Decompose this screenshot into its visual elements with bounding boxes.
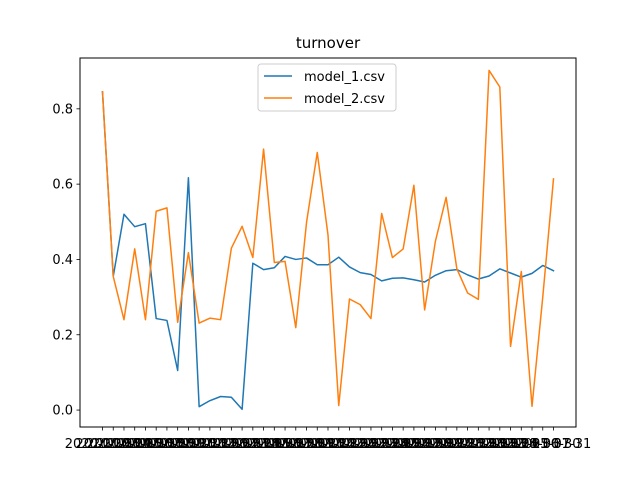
x-tick-label: 2020-05-31 xyxy=(108,437,184,452)
plot-frame xyxy=(79,57,577,428)
legend-label-2: model_2.csv xyxy=(304,92,385,107)
x-tick-label: 2023-04-30 xyxy=(484,437,560,452)
x-tick-label: 2020-06-30 xyxy=(118,437,194,452)
x-tick-label: 2020-03-31 xyxy=(86,437,162,452)
x-tick-label: 2022-02-28 xyxy=(333,437,409,452)
x-tick-label: 2023-03-31 xyxy=(473,437,549,452)
x-tick-label: 2022-09-30 xyxy=(408,437,484,452)
x-tick-label: 2020-12-31 xyxy=(183,437,259,452)
x-tick-label: 2021-08-31 xyxy=(269,437,345,452)
x-tick-label: 2022-11-30 xyxy=(430,437,506,452)
x-tick-label: 2023-07-31 xyxy=(516,437,592,452)
x-tick-label: 2020-01-31 xyxy=(65,437,141,452)
x-tick-label: 2022-01-31 xyxy=(322,437,398,452)
y-axis: 0.0 0.2 0.4 0.6 0.8 xyxy=(52,102,80,419)
x-tick-label: 2022-08-31 xyxy=(398,437,474,452)
y-tick-label: 0.8 xyxy=(52,102,73,117)
x-tick-label: 2023-01-31 xyxy=(451,437,527,452)
x-tick-label: 2021-04-30 xyxy=(226,437,302,452)
legend-label-1: model_1.csv xyxy=(304,70,385,85)
x-tick-label: 2021-03-31 xyxy=(215,437,291,452)
x-tick-label: 2020-02-29 xyxy=(75,437,151,452)
x-tick-label: 2022-07-31 xyxy=(387,437,463,452)
x-tick-label: 2022-05-31 xyxy=(365,437,441,452)
legend-box xyxy=(257,63,397,112)
x-tick-label: 2021-09-30 xyxy=(279,437,355,452)
x-tick-label: 2022-04-30 xyxy=(355,437,431,452)
series-line-1 xyxy=(101,91,555,411)
x-axis: 2020-01-312020-02-292020-03-312020-04-30… xyxy=(65,427,592,452)
y-tick-label: 0.4 xyxy=(52,253,73,268)
y-tick-label: 0.6 xyxy=(52,178,73,193)
x-tick-label: 2021-07-31 xyxy=(258,437,334,452)
x-tick-label: 2020-08-31 xyxy=(140,437,216,452)
x-tick-label: 2021-02-28 xyxy=(204,437,280,452)
chart-title: turnover xyxy=(296,34,361,52)
x-tick-label: 2021-10-31 xyxy=(290,437,366,452)
x-tick-label: 2021-01-31 xyxy=(194,437,270,452)
x-tick-label: 2021-05-31 xyxy=(237,437,313,452)
x-tick-label: 2020-10-31 xyxy=(161,437,237,452)
x-tick-label: 2023-06-30 xyxy=(505,437,581,452)
x-tick-label: 2020-07-31 xyxy=(129,437,205,452)
x-tick-label: 2021-06-30 xyxy=(247,437,323,452)
x-tick-label: 2022-12-31 xyxy=(441,437,517,452)
x-tick-label: 2023-05-31 xyxy=(494,437,570,452)
x-tick-label: 2020-11-30 xyxy=(172,437,248,452)
x-tick-label: 2022-10-31 xyxy=(419,437,495,452)
series-line-2 xyxy=(101,69,555,408)
x-tick-label: 2023-02-28 xyxy=(462,437,538,452)
x-tick-label: 2020-09-30 xyxy=(151,437,227,452)
x-tick-label: 2021-12-31 xyxy=(312,437,388,452)
y-tick-label: 0.0 xyxy=(52,404,73,419)
legend: model_1.csv model_2.csv xyxy=(257,63,397,112)
x-tick-label: 2022-03-31 xyxy=(344,437,420,452)
y-tick-label: 0.2 xyxy=(52,328,73,343)
x-tick-label: 2022-06-30 xyxy=(376,437,452,452)
plot-lines xyxy=(101,69,555,411)
x-tick-label: 2021-11-30 xyxy=(301,437,377,452)
x-tick-label: 2020-04-30 xyxy=(97,437,173,452)
